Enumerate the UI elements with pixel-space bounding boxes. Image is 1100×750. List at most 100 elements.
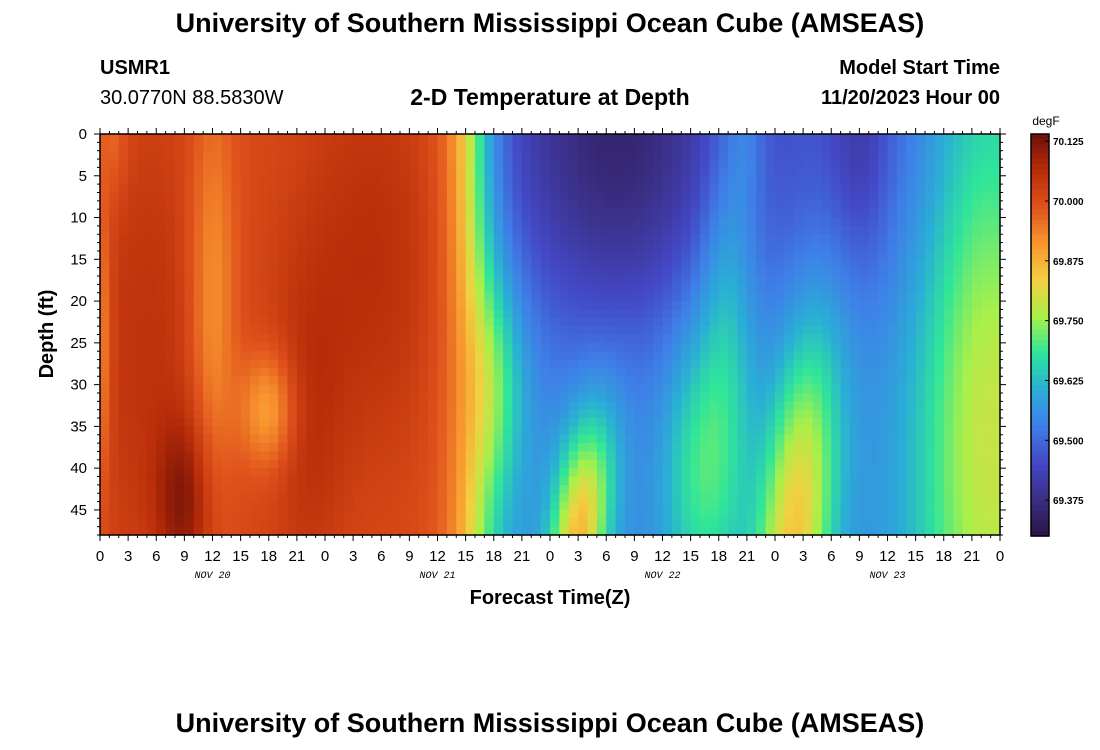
heatmap-cell <box>784 301 795 311</box>
heatmap-cell <box>568 250 579 260</box>
heatmap-cell <box>146 367 157 377</box>
heatmap-cell <box>850 259 860 269</box>
heatmap-cell <box>690 250 701 260</box>
heatmap-cell <box>775 384 785 394</box>
heatmap-cell <box>315 434 326 444</box>
heatmap-cell <box>906 434 917 444</box>
y-tick-label: 30 <box>70 377 87 394</box>
heatmap-cell <box>709 476 720 486</box>
heatmap-cell <box>596 167 607 177</box>
heatmap-cell <box>831 159 842 169</box>
heatmap-cell <box>278 209 289 219</box>
heatmap-cell <box>325 518 335 528</box>
heatmap-cell <box>793 259 804 269</box>
heatmap-cell <box>137 459 148 469</box>
heatmap-cell <box>793 526 804 536</box>
heatmap-cell <box>456 526 467 536</box>
heatmap-cell <box>981 317 992 327</box>
heatmap-cell <box>456 367 467 377</box>
heatmap-cell <box>259 376 270 386</box>
heatmap-cell <box>831 376 842 386</box>
heatmap-cell <box>953 501 964 511</box>
heatmap-cell <box>681 326 692 336</box>
heatmap-cell <box>484 501 495 511</box>
heatmap-cell <box>850 384 860 394</box>
heatmap-cell <box>353 284 364 294</box>
heatmap-cell <box>690 376 701 386</box>
heatmap-cell <box>231 200 242 210</box>
heatmap-cell <box>559 501 570 511</box>
heatmap-cell <box>475 242 485 252</box>
station-coordinates: 30.0770N 88.5830W <box>100 87 284 109</box>
heatmap-cell <box>371 493 382 503</box>
heatmap-cell <box>503 259 514 269</box>
heatmap-cell <box>484 426 495 436</box>
heatmap-cell <box>325 292 335 302</box>
heatmap-cell <box>803 292 814 302</box>
heatmap-cell <box>868 326 879 336</box>
heatmap-cell <box>250 326 260 336</box>
heatmap-cell <box>306 134 317 143</box>
heatmap-cell <box>737 376 748 386</box>
heatmap-cell <box>353 192 364 202</box>
heatmap-cell <box>146 342 157 352</box>
heatmap-cell <box>296 309 307 319</box>
colorbar-segment <box>1031 259 1049 266</box>
heatmap-cell <box>137 443 148 453</box>
heatmap-cell <box>371 392 382 402</box>
heatmap-cell <box>559 426 570 436</box>
heatmap-cell <box>118 493 129 503</box>
heatmap-cell <box>259 234 270 244</box>
heatmap-cell <box>850 184 860 194</box>
heatmap-cell <box>175 142 185 152</box>
heatmap-cell <box>540 225 551 235</box>
heatmap-cell <box>925 334 935 344</box>
heatmap-cell <box>128 250 139 260</box>
heatmap-cell <box>503 359 514 369</box>
heatmap-cell <box>156 150 167 160</box>
heatmap-cell <box>465 317 476 327</box>
heatmap-cell <box>681 200 692 210</box>
heatmap-cell <box>634 209 645 219</box>
heatmap-cell <box>615 476 626 486</box>
heatmap-cell <box>343 276 354 285</box>
heatmap-cell <box>165 192 176 202</box>
heatmap-cell <box>259 184 270 194</box>
heatmap-cell <box>784 351 795 361</box>
heatmap-cell <box>437 134 448 143</box>
heatmap-cell <box>662 484 673 494</box>
heatmap-cell <box>428 309 439 319</box>
heatmap-cell <box>428 518 439 528</box>
heatmap-cell <box>953 342 964 352</box>
heatmap-cell <box>859 217 870 227</box>
heatmap-cell <box>606 384 617 394</box>
heatmap-cell <box>568 351 579 361</box>
heatmap-cell <box>971 159 982 169</box>
heatmap-cell <box>925 259 935 269</box>
heatmap-cell <box>428 150 439 160</box>
heatmap-cell <box>878 459 889 469</box>
heatmap-cell <box>559 175 570 185</box>
heatmap-cell <box>446 443 457 453</box>
heatmap-cell <box>868 301 879 311</box>
heatmap-cell <box>662 192 673 202</box>
heatmap-cell <box>540 459 551 469</box>
heatmap-cell <box>925 376 935 386</box>
heatmap-cell <box>475 234 485 244</box>
heatmap-cell <box>484 225 495 235</box>
heatmap-cell <box>306 426 317 436</box>
heatmap-cell <box>465 484 476 494</box>
heatmap-cell <box>203 242 214 252</box>
heatmap-cell <box>484 317 495 327</box>
heatmap-cell <box>390 418 401 427</box>
heatmap-cell <box>550 476 560 486</box>
heatmap-cell <box>287 392 298 402</box>
heatmap-cell <box>775 192 785 202</box>
heatmap-cell <box>475 184 485 194</box>
heatmap-cell <box>709 217 720 227</box>
heatmap-cell <box>850 309 860 319</box>
heatmap-cell <box>634 175 645 185</box>
heatmap-cell <box>400 509 410 519</box>
heatmap-cell <box>465 409 476 419</box>
heatmap-cell <box>540 209 551 219</box>
